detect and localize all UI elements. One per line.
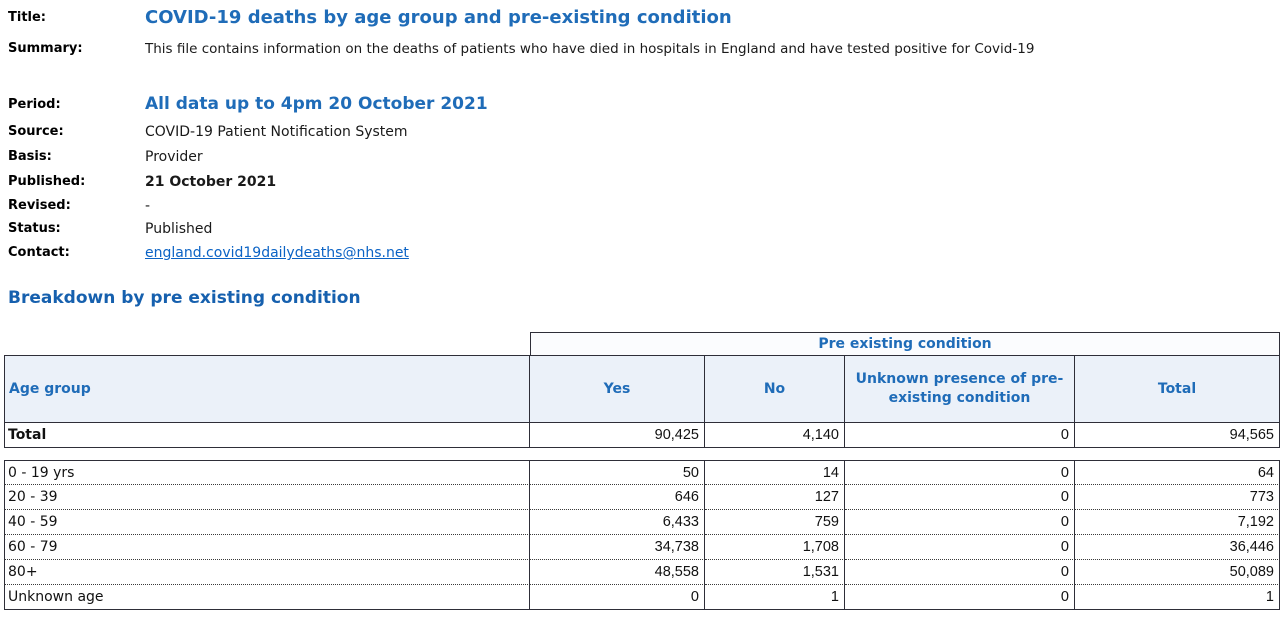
value-cell: 0 [845,560,1075,585]
col-header-yes: Yes [530,355,705,423]
value-cell: 64 [1075,460,1280,485]
value-cell: 773 [1075,485,1280,510]
value-cell: 0 [845,510,1075,535]
title-label: Title: [8,10,47,25]
column-header-row: Age group Yes No Unknown presence of pre… [4,355,1280,423]
published-label: Published: [8,174,86,189]
status-value: Published [145,221,213,237]
value-cell: 0 [845,535,1075,560]
contact-email-link[interactable]: england.covid19dailydeaths@nhs.net [145,245,409,261]
page-title: COVID-19 deaths by age group and pre-exi… [145,7,732,28]
meta-row-title: Title: COVID-19 deaths by age group and … [8,7,732,28]
col-header-no: No [705,355,845,423]
total-no-value: 4,140 [705,423,845,448]
table-row: 0 - 19 yrs 50 14 0 64 [4,460,1280,485]
total-total-value: 94,565 [1075,423,1280,448]
value-cell: 48,558 [530,560,705,585]
total-row-label: Total [4,423,530,448]
value-cell: 1,531 [705,560,845,585]
basis-label: Basis: [8,149,52,164]
value-cell: 34,738 [530,535,705,560]
condition-header-table: Age group Yes No Unknown presence of pre… [4,355,1280,448]
value-cell: 0 [845,460,1075,485]
value-cell: 36,446 [1075,535,1280,560]
table-row: Unknown age 0 1 0 1 [4,585,1280,610]
table-row: 40 - 59 6,433 759 0 7,192 [4,510,1280,535]
value-cell: 50 [530,460,705,485]
meta-row-revised: Revised: - [8,198,150,214]
col-header-age-group: Age group [4,355,530,423]
period-value: All data up to 4pm 20 October 2021 [145,94,488,114]
value-cell: 759 [705,510,845,535]
value-cell: 646 [530,485,705,510]
table-row: 80+ 48,558 1,531 0 50,089 [4,560,1280,585]
revised-label: Revised: [8,198,71,213]
col-header-unknown: Unknown presence of pre-existing conditi… [845,355,1075,423]
total-unknown-value: 0 [845,423,1075,448]
summary-label: Summary: [8,41,83,56]
table-row: 60 - 79 34,738 1,708 0 36,446 [4,535,1280,560]
meta-row-contact: Contact: england.covid19dailydeaths@nhs.… [8,245,409,261]
value-cell: 127 [705,485,845,510]
age-group-cell: 20 - 39 [4,485,530,510]
age-group-cell: 40 - 59 [4,510,530,535]
meta-row-period: Period: All data up to 4pm 20 October 20… [8,94,488,114]
value-cell: 1 [705,585,845,610]
meta-row-basis: Basis: Provider [8,149,203,165]
value-cell: 14 [705,460,845,485]
col-header-total: Total [1075,355,1280,423]
age-group-cell: Unknown age [4,585,530,610]
total-yes-value: 90,425 [530,423,705,448]
age-group-cell: 60 - 79 [4,535,530,560]
summary-text: This file contains information on the de… [145,41,1035,57]
basis-value: Provider [145,149,203,165]
section-heading: Breakdown by pre existing condition [8,288,361,308]
age-group-cell: 80+ [4,560,530,585]
age-breakdown-table: 0 - 19 yrs 50 14 0 64 20 - 39 646 127 0 … [4,460,1280,610]
published-value: 21 October 2021 [145,174,277,190]
value-cell: 1,708 [705,535,845,560]
total-row: Total 90,425 4,140 0 94,565 [4,423,1280,448]
age-group-cell: 0 - 19 yrs [4,460,530,485]
meta-row-summary: Summary: This file contains information … [8,41,1034,57]
revised-value: - [145,198,151,214]
age-table-body: 0 - 19 yrs 50 14 0 64 20 - 39 646 127 0 … [4,460,1280,610]
status-label: Status: [8,221,61,236]
value-cell: 7,192 [1075,510,1280,535]
value-cell: 50,089 [1075,560,1280,585]
meta-row-published: Published: 21 October 2021 [8,174,276,190]
value-cell: 6,433 [530,510,705,535]
period-label: Period: [8,97,61,112]
table-row: 20 - 39 646 127 0 773 [4,485,1280,510]
value-cell: 0 [845,585,1075,610]
group-header-pre-existing-condition: Pre existing condition [530,332,1280,356]
source-label: Source: [8,124,64,139]
source-value: COVID-19 Patient Notification System [145,124,408,140]
meta-row-source: Source: COVID-19 Patient Notification Sy… [8,124,408,140]
contact-label: Contact: [8,245,70,260]
value-cell: 0 [845,485,1075,510]
value-cell: 1 [1075,585,1280,610]
value-cell: 0 [530,585,705,610]
meta-row-status: Status: Published [8,221,212,237]
